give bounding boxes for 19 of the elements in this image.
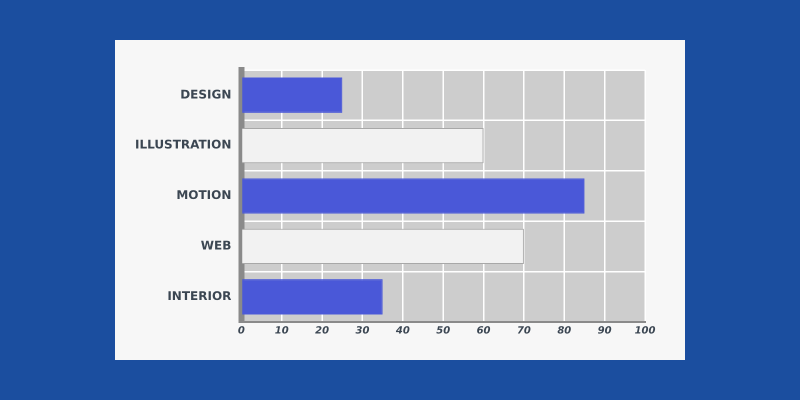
x-tick-label: 30 [356,326,370,337]
x-tick-label: 90 [598,326,612,337]
y-tick-label: MOTION [176,188,232,202]
x-tick-label: 70 [516,326,531,337]
x-tick-label: 60 [476,326,491,337]
bar [242,78,342,113]
x-tick-label: 0 [238,326,245,337]
y-tick-label: DESIGN [180,87,232,102]
bar [242,279,383,314]
x-tick-label: 10 [274,326,289,337]
y-tick-label: INTERIOR [167,288,232,303]
x-tick-label: 20 [315,326,330,337]
x-tick-label: 80 [557,326,572,337]
y-tick-label: WEB [200,238,232,253]
x-tick-label: 50 [436,326,450,337]
x-tick-label: 100 [634,326,656,337]
bar [242,178,584,214]
y-tick-label: ILLUSTRATION [134,138,232,152]
x-tick-label: 40 [394,326,410,337]
